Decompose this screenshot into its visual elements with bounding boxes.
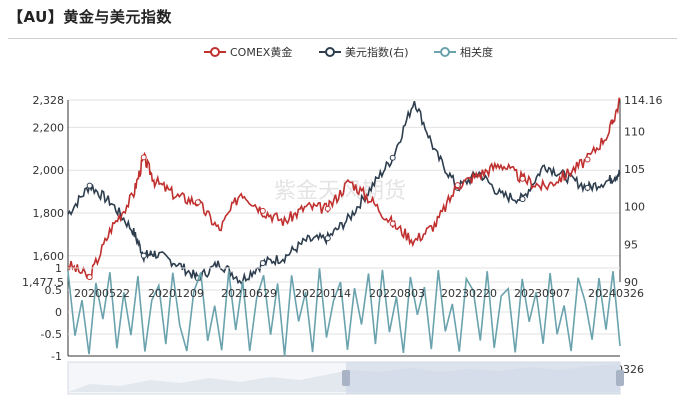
legend-item-0[interactable]: COMEX黄金 — [204, 45, 292, 59]
comex-gold-line-point-19 — [454, 182, 461, 189]
data-zoom[interactable] — [67, 361, 624, 395]
title-divider — [8, 38, 677, 39]
left-axis: 1,477.5 1,600 1,800 2,000 2,200 2,328 — [22, 94, 69, 356]
y-right-tick-1: 95 — [624, 238, 638, 251]
usd-index-line-point-10 — [259, 260, 266, 267]
x-tick-upper-3: 20220114 — [295, 287, 351, 300]
y-left-tick-4: 2,200 — [33, 121, 65, 134]
usd-index-line-point-4 — [140, 252, 147, 259]
y-right-tick-2: 100 — [624, 201, 645, 214]
lower-y-tick-2: 0 — [55, 306, 62, 319]
usd-index-line-point-25 — [584, 184, 591, 191]
right-axis: 90 95 100 105 110 114.16 — [619, 94, 663, 289]
x-tick-upper-4: 20220803 — [369, 287, 425, 300]
comex-gold-line-point-10 — [259, 207, 266, 214]
legend-label-2: 相关度 — [460, 45, 493, 59]
x-tick-upper-0: 20200522 — [74, 287, 130, 300]
usd-index-line-point-1 — [86, 182, 93, 189]
usd-index-line-point-16 — [389, 154, 396, 161]
lower-axis: -1 -0.5 0 0.5 1 — [41, 262, 620, 363]
zoom-handle-left[interactable] — [342, 370, 350, 386]
legend-marker-1 — [325, 47, 335, 57]
lower-y-tick-1: -0.5 — [41, 328, 62, 341]
zoom-selected-window[interactable] — [346, 362, 620, 394]
lower-y-tick-3: 0.5 — [45, 284, 63, 297]
legend-label-1: 美元指数(右) — [345, 45, 409, 59]
comex-gold-line-point-16 — [389, 220, 396, 227]
legend-item-2[interactable]: 相关度 — [434, 45, 493, 59]
comex-gold-line-point-22 — [519, 175, 526, 182]
y-left-tick-5: 2,328 — [33, 94, 65, 107]
comex-gold-line-point-13 — [324, 205, 331, 212]
page-title: 【AU】黄金与美元指数 — [8, 8, 172, 26]
y-left-tick-0: 1,477.5 — [22, 276, 64, 289]
usd-index-line — [67, 100, 621, 285]
comex-gold-line — [67, 97, 621, 280]
correlation-line — [67, 268, 621, 357]
x-tick-upper-7: 20240326 — [588, 287, 644, 300]
lower-y-tick-0: -1 — [51, 350, 62, 363]
comex-gold-line-point-25 — [584, 156, 591, 163]
y-left-tick-1: 1,600 — [33, 250, 65, 263]
y-right-tick-4: 110 — [624, 125, 645, 138]
main-series — [67, 97, 621, 285]
legend[interactable]: COMEX黄金 美元指数(右) 相关度 — [204, 45, 493, 59]
x-tick-upper-5: 20230220 — [441, 287, 497, 300]
y-left-tick-3: 2,000 — [33, 164, 65, 177]
legend-marker-0 — [210, 47, 220, 57]
y-left-tick-2: 1,800 — [33, 207, 65, 220]
usd-index-line-point-22 — [519, 196, 526, 203]
y-right-tick-0: 90 — [624, 276, 638, 289]
lower-series — [67, 268, 621, 357]
x-tick-upper-1: 20201209 — [148, 287, 204, 300]
lower-y-tick-4: 1 — [55, 262, 62, 275]
x-tick-upper-2: 20210629 — [221, 287, 277, 300]
legend-label-0: COMEX黄金 — [230, 45, 292, 59]
usd-index-line-point-13 — [324, 235, 331, 242]
x-tick-upper-6: 20230907 — [514, 287, 570, 300]
main-grid — [68, 99, 620, 283]
comex-gold-line-point-4 — [140, 154, 147, 161]
legend-marker-2 — [440, 47, 450, 57]
y-right-tick-5: 114.16 — [624, 94, 663, 107]
legend-item-1[interactable]: 美元指数(右) — [319, 45, 409, 59]
comex-gold-line-point-7 — [194, 199, 201, 206]
comex-gold-line-point-1 — [86, 274, 93, 281]
zoom-handle-right[interactable] — [616, 370, 624, 386]
y-right-tick-3: 105 — [624, 163, 645, 176]
